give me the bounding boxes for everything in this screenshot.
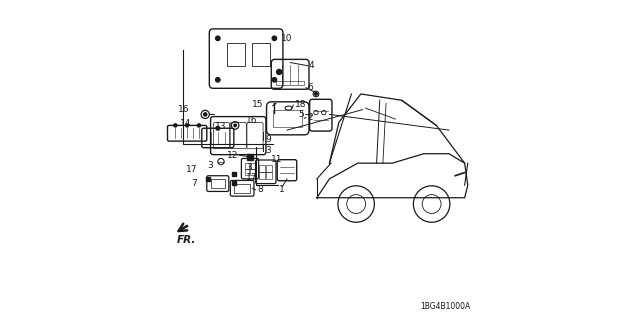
Circle shape <box>186 124 189 127</box>
Text: FR.: FR. <box>177 236 196 245</box>
Text: 3: 3 <box>207 161 213 170</box>
Bar <box>250 169 255 175</box>
Bar <box>252 43 269 66</box>
Circle shape <box>216 126 220 130</box>
Bar <box>259 165 265 172</box>
Circle shape <box>272 36 276 41</box>
Text: 1: 1 <box>280 185 285 194</box>
Circle shape <box>174 124 177 127</box>
Text: 18: 18 <box>295 100 307 109</box>
Circle shape <box>216 78 220 82</box>
Text: 2: 2 <box>307 113 313 122</box>
Text: 11: 11 <box>271 156 283 164</box>
Text: 12: 12 <box>227 151 238 160</box>
Circle shape <box>234 124 236 127</box>
Text: 7: 7 <box>191 179 197 188</box>
Circle shape <box>204 113 207 116</box>
Bar <box>250 163 255 169</box>
Text: 8: 8 <box>257 185 263 194</box>
Text: 3: 3 <box>265 146 271 155</box>
Text: 15: 15 <box>252 100 264 109</box>
Circle shape <box>272 78 276 82</box>
Text: 17: 17 <box>246 173 258 182</box>
Bar <box>276 81 304 84</box>
Bar <box>259 172 265 180</box>
Bar <box>244 163 249 169</box>
Ellipse shape <box>315 93 317 95</box>
Bar <box>266 172 272 180</box>
Circle shape <box>216 36 220 41</box>
Circle shape <box>197 124 200 127</box>
Bar <box>273 110 302 127</box>
Text: 3: 3 <box>246 164 252 172</box>
Circle shape <box>276 69 282 75</box>
Text: 16: 16 <box>246 116 258 125</box>
Text: 10: 10 <box>281 35 292 44</box>
Text: 5: 5 <box>298 110 304 119</box>
Text: 16: 16 <box>178 105 189 114</box>
Text: 17: 17 <box>186 165 197 174</box>
Bar <box>234 184 250 193</box>
Text: 6: 6 <box>307 83 313 92</box>
Bar <box>244 169 249 175</box>
Text: 1BG4B1000A: 1BG4B1000A <box>420 302 471 311</box>
Bar <box>266 165 272 172</box>
Text: 14: 14 <box>180 119 191 128</box>
Text: 13: 13 <box>214 123 226 132</box>
Bar <box>227 43 244 66</box>
Text: 4: 4 <box>309 61 315 70</box>
Text: 9: 9 <box>265 135 271 144</box>
Bar <box>211 179 225 188</box>
